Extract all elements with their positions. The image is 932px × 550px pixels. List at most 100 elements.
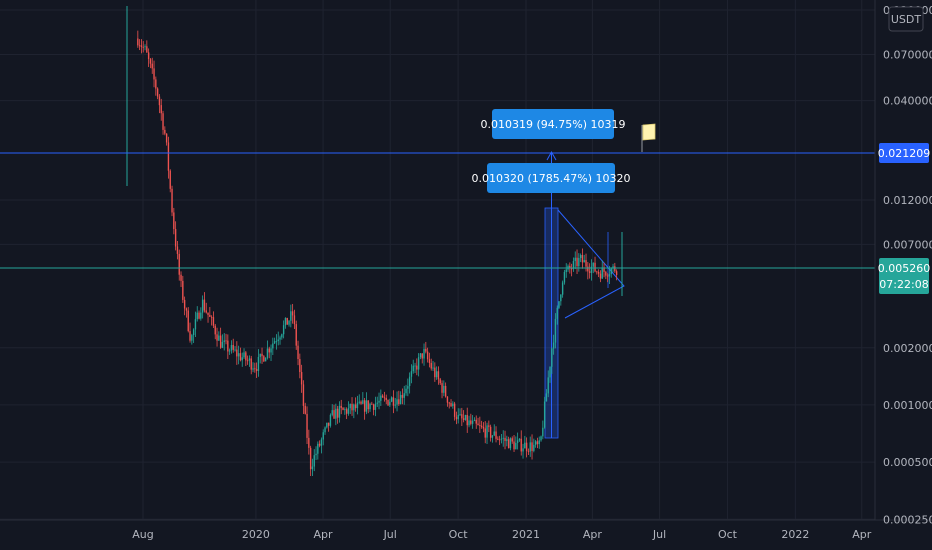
time-tick-label: Apr	[583, 528, 603, 541]
candle-body	[356, 402, 359, 409]
candle-body	[245, 352, 247, 361]
price-tick-label: 0.000250	[883, 513, 932, 526]
candle-body	[545, 393, 548, 402]
candle-body	[362, 400, 364, 404]
currency-badge[interactable]: USDT	[888, 6, 924, 32]
candle-body	[284, 317, 287, 326]
candle-body	[398, 399, 400, 405]
flag-marker[interactable]	[641, 123, 656, 152]
price-line-tag[interactable]	[879, 258, 929, 294]
candle-body	[187, 310, 189, 332]
candle-body	[608, 274, 611, 277]
measure-callouts[interactable]: 0.010319 (94.75%) 10319 0.010320 (1785.47…	[472, 109, 631, 193]
candle-body	[309, 447, 312, 470]
candle-body	[259, 353, 261, 357]
candle-body	[488, 425, 490, 427]
triangle-pattern[interactable]	[557, 209, 625, 319]
candle-body	[317, 443, 319, 454]
time-tick-label: 2020	[242, 528, 270, 541]
candle-body	[313, 455, 315, 467]
candle-body	[225, 340, 227, 342]
time-axis[interactable]: Aug 2020 Apr Jul Oct 2021 Apr Jul Oct 2022 Apr	[132, 528, 872, 541]
candle-body	[554, 318, 557, 343]
candle-body	[169, 170, 171, 189]
candle-body	[342, 407, 344, 410]
candle-body	[189, 331, 191, 341]
candle-body	[529, 442, 531, 452]
candle-body	[142, 46, 144, 48]
measure-callout[interactable]	[492, 109, 614, 139]
candle-body	[198, 312, 200, 319]
candle-body	[243, 352, 245, 358]
candle-body	[335, 408, 337, 419]
price-line-tag[interactable]	[879, 143, 929, 163]
candle-body	[410, 371, 413, 377]
currency-label: USDT	[891, 13, 922, 26]
candle-body	[340, 405, 342, 408]
time-tick-label: Jul	[652, 528, 666, 541]
candle-body	[612, 266, 614, 269]
candle-body	[372, 404, 375, 410]
candle-body	[192, 329, 195, 336]
candle-body	[146, 46, 148, 53]
candle-body	[576, 257, 578, 267]
candle-body	[408, 376, 411, 387]
candle-body	[183, 299, 186, 309]
candle-body	[401, 394, 404, 398]
candle-body	[601, 267, 603, 279]
candle-body	[394, 404, 396, 406]
candle-body	[471, 420, 474, 424]
candle-body	[155, 79, 157, 89]
candle-body	[434, 367, 436, 378]
candle-body	[329, 414, 332, 426]
candle-body	[331, 410, 333, 415]
candle-body	[272, 343, 274, 349]
candle-body	[583, 260, 585, 263]
candle-body	[160, 105, 162, 114]
candle-body	[241, 357, 243, 361]
candle-body	[466, 415, 468, 426]
candle-body	[228, 350, 231, 352]
candle-body	[255, 369, 258, 371]
candle-body	[293, 315, 296, 325]
candle-body	[461, 414, 463, 419]
candle-body	[437, 371, 440, 380]
candle-body	[421, 353, 423, 359]
candle-body	[448, 402, 450, 404]
candle-body	[414, 365, 416, 367]
candle-body	[336, 408, 339, 418]
candle-body	[605, 271, 607, 276]
candle-body	[560, 294, 562, 302]
candles	[126, 6, 623, 477]
candle-body	[288, 320, 290, 325]
price-tick-label: 0.007000	[883, 238, 932, 251]
candle-body	[569, 265, 571, 269]
candle-body	[171, 188, 173, 213]
candle-body	[594, 262, 596, 272]
candle-body	[165, 133, 168, 143]
candle-body	[416, 365, 418, 370]
candle-body	[513, 441, 515, 450]
candle-body	[497, 438, 499, 440]
candle-body	[324, 427, 326, 433]
candle-body	[173, 212, 175, 230]
candle-body	[500, 438, 503, 440]
candle-body	[511, 438, 513, 442]
candle-body	[178, 253, 180, 275]
candle-body	[381, 395, 384, 398]
candle-body	[286, 317, 288, 325]
candle-body	[349, 403, 351, 409]
measure-callout[interactable]	[487, 163, 615, 193]
candle-body	[538, 440, 540, 445]
flag-icon	[642, 123, 656, 141]
candle-body	[390, 397, 393, 402]
candle-body	[164, 129, 166, 134]
candle-body	[610, 268, 612, 275]
candle-body	[444, 385, 447, 397]
candle-body	[138, 45, 141, 47]
price-lines[interactable]: 0.021209 0.005260 07:22:08	[0, 143, 930, 294]
candle-body	[439, 379, 441, 384]
candle-body	[498, 439, 501, 441]
candle-body	[572, 261, 575, 269]
